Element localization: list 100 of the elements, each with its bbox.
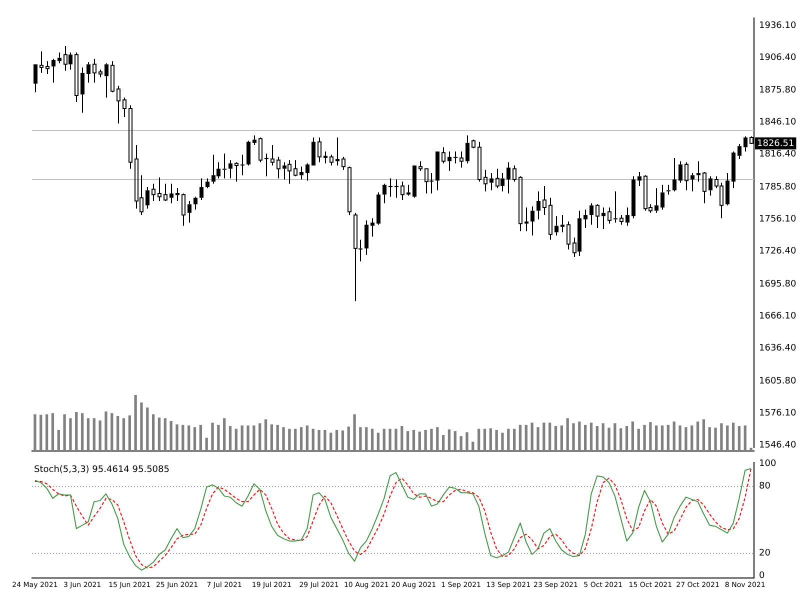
bar bbox=[418, 432, 421, 451]
candlestick bbox=[52, 58, 56, 84]
candlestick bbox=[270, 144, 274, 166]
candlestick bbox=[388, 178, 392, 198]
candlestick bbox=[336, 137, 340, 166]
y-tick-label: 1666.10 bbox=[759, 311, 796, 322]
y-tick-label: 1846.10 bbox=[759, 118, 796, 128]
candlestick bbox=[638, 171, 642, 186]
bar bbox=[744, 425, 746, 451]
candlestick bbox=[164, 183, 168, 202]
candlestick bbox=[146, 186, 150, 210]
candlestick bbox=[228, 160, 232, 179]
candlestick bbox=[104, 62, 108, 98]
bar bbox=[578, 422, 581, 451]
bar bbox=[708, 427, 711, 451]
bar bbox=[584, 424, 587, 451]
bar bbox=[637, 428, 640, 451]
y-tick-label: 20 bbox=[759, 548, 771, 559]
candlestick bbox=[708, 176, 712, 196]
bar bbox=[672, 422, 676, 451]
bar bbox=[726, 425, 729, 451]
text: 1826.51 bbox=[757, 138, 794, 149]
bar bbox=[400, 426, 404, 451]
bar bbox=[442, 434, 445, 451]
bar bbox=[170, 420, 172, 451]
bar bbox=[388, 428, 392, 451]
candlestick bbox=[738, 143, 742, 160]
bar bbox=[199, 424, 202, 451]
bar bbox=[365, 427, 368, 451]
bar bbox=[518, 424, 522, 451]
bar bbox=[57, 430, 60, 451]
bar bbox=[690, 425, 694, 451]
candlestick bbox=[696, 160, 700, 182]
bar bbox=[122, 418, 126, 451]
candlestick bbox=[626, 207, 630, 226]
bar bbox=[228, 426, 232, 451]
candlestick bbox=[300, 166, 304, 180]
bar bbox=[140, 402, 143, 451]
y-tick-label: 1816.40 bbox=[759, 150, 796, 160]
candlestick bbox=[306, 162, 310, 182]
bar bbox=[430, 428, 433, 451]
bar bbox=[211, 422, 214, 451]
y-tick-label: 1936.10 bbox=[759, 20, 796, 31]
y-tick-label: 1695.80 bbox=[759, 280, 796, 290]
bar bbox=[98, 420, 102, 451]
bar bbox=[738, 426, 741, 451]
candlestick bbox=[92, 58, 96, 84]
bar bbox=[158, 418, 161, 451]
bar bbox=[353, 414, 356, 451]
candlestick bbox=[490, 172, 494, 191]
bar bbox=[382, 428, 386, 451]
bar bbox=[732, 422, 735, 451]
bar bbox=[572, 423, 575, 451]
bar bbox=[566, 418, 569, 451]
bar bbox=[655, 425, 658, 451]
bar bbox=[276, 424, 279, 451]
candlestick bbox=[394, 179, 398, 198]
candlestick bbox=[370, 218, 374, 238]
bar bbox=[649, 422, 652, 451]
candlestick bbox=[86, 62, 90, 84]
bar bbox=[294, 428, 297, 451]
bar bbox=[318, 430, 320, 451]
y-tick-label: 1546.40 bbox=[759, 440, 796, 450]
candlestick bbox=[560, 214, 564, 233]
bar bbox=[45, 414, 48, 451]
bar bbox=[217, 424, 220, 451]
bar bbox=[240, 425, 244, 451]
candlestick bbox=[524, 207, 528, 232]
bar bbox=[424, 430, 427, 451]
bar bbox=[359, 427, 362, 451]
y-tick-label: 0 bbox=[759, 571, 765, 582]
bar bbox=[666, 424, 670, 451]
bar bbox=[300, 427, 303, 451]
candlestick bbox=[188, 200, 192, 224]
bar bbox=[205, 438, 208, 451]
candlestick bbox=[654, 188, 658, 214]
bar bbox=[152, 414, 155, 451]
candlestick bbox=[400, 181, 404, 200]
candlestick bbox=[194, 196, 198, 210]
bar bbox=[134, 395, 137, 451]
candlestick bbox=[222, 153, 226, 179]
chart-title: Stoch(5,3,3) 95.4614 95.5085 bbox=[34, 465, 170, 476]
y-tick-label: 1756.10 bbox=[759, 214, 796, 225]
candlestick bbox=[176, 188, 180, 202]
bar bbox=[530, 422, 534, 451]
bar bbox=[164, 418, 166, 451]
y-tick-label: 1726.40 bbox=[759, 246, 796, 257]
candlestick bbox=[684, 162, 688, 191]
candlestick bbox=[690, 172, 694, 192]
bar bbox=[80, 413, 84, 451]
candlestick bbox=[506, 162, 510, 194]
candlestick bbox=[318, 137, 322, 163]
candlestick bbox=[702, 171, 706, 204]
candlestick bbox=[252, 134, 256, 146]
bar bbox=[146, 408, 149, 451]
candlestick bbox=[412, 166, 416, 198]
candlestick bbox=[596, 204, 600, 228]
candlestick bbox=[324, 151, 328, 164]
candlestick bbox=[40, 50, 44, 74]
bar bbox=[252, 425, 256, 451]
